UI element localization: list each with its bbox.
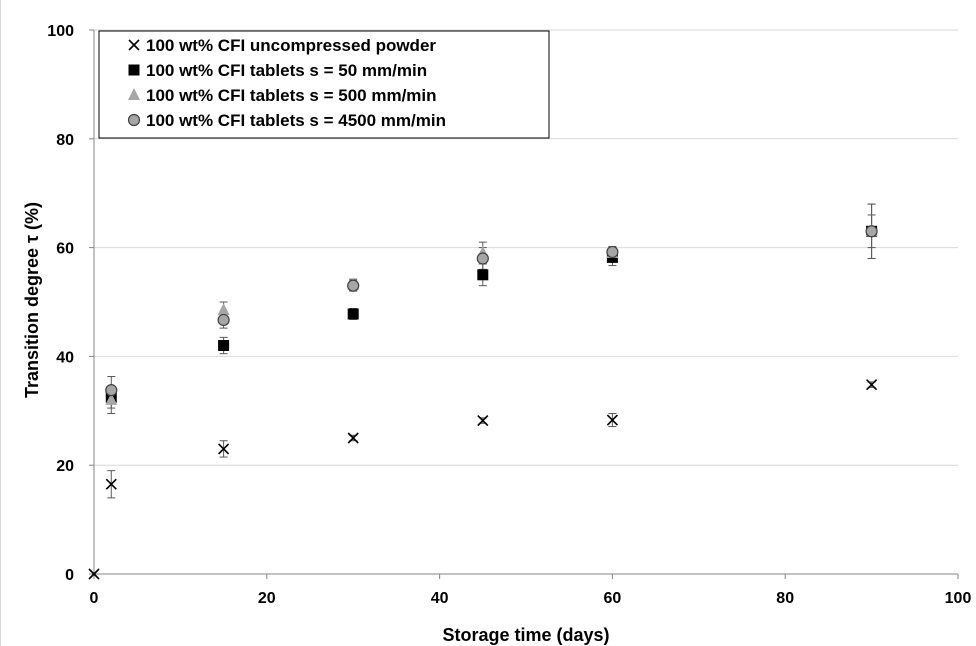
y-tick-label: 40 bbox=[56, 349, 74, 366]
x-tick-label: 40 bbox=[431, 590, 449, 607]
legend-circle-marker bbox=[127, 113, 141, 127]
legend-label: 100 wt% CFI tablets s = 4500 mm/min bbox=[146, 111, 446, 130]
x-marker bbox=[477, 415, 489, 427]
x-marker bbox=[606, 414, 618, 426]
axes: 0 20 40 60 80 100 0 20 40 60 80 100 bbox=[47, 23, 971, 607]
y-tick-label: 20 bbox=[56, 458, 74, 475]
triangle-marker bbox=[105, 392, 118, 405]
y-axis-title: Transition degree τ (%) bbox=[22, 202, 42, 398]
circle-marker bbox=[865, 225, 878, 238]
y-tick-label: 100 bbox=[47, 23, 74, 40]
x-axis-title: Storage time (days) bbox=[442, 625, 609, 645]
x-tick-label: 100 bbox=[945, 590, 972, 607]
square-marker bbox=[218, 340, 230, 352]
series-1-points bbox=[88, 379, 878, 580]
x-marker bbox=[88, 568, 100, 580]
legend-x-marker bbox=[128, 39, 140, 51]
legend: 100 wt% CFI uncompressed powder 100 wt% C… bbox=[98, 30, 550, 139]
square-marker bbox=[347, 308, 359, 320]
square-marker bbox=[477, 269, 489, 281]
x-tick-label: 20 bbox=[258, 590, 276, 607]
y-tick-label: 0 bbox=[65, 567, 74, 584]
gridlines bbox=[94, 29, 958, 466]
data-series bbox=[88, 203, 878, 580]
x-marker bbox=[347, 432, 359, 444]
legend-label: 100 wt% CFI uncompressed powder bbox=[146, 36, 436, 55]
x-marker bbox=[218, 443, 230, 455]
circle-marker bbox=[105, 384, 118, 397]
legend-item: 100 wt% CFI tablets s = 50 mm/min bbox=[128, 61, 427, 80]
legend-item: 100 wt% CFI tablets s = 500 mm/min bbox=[128, 86, 437, 105]
legend-label: 100 wt% CFI tablets s = 500 mm/min bbox=[146, 86, 437, 105]
series-4-points bbox=[105, 225, 878, 397]
y-tick-label: 80 bbox=[56, 132, 74, 149]
x-tick-label: 60 bbox=[604, 590, 622, 607]
circle-marker bbox=[476, 252, 489, 265]
circle-marker bbox=[606, 245, 619, 259]
legend-label: 100 wt% CFI tablets s = 50 mm/min bbox=[146, 61, 427, 80]
legend-triangle-marker bbox=[128, 88, 140, 100]
circle-marker bbox=[217, 313, 230, 327]
legend-item: 100 wt% CFI tablets s = 4500 mm/min bbox=[127, 111, 446, 130]
series-1 bbox=[107, 381, 876, 499]
x-marker bbox=[105, 478, 117, 490]
circle-marker bbox=[347, 279, 360, 292]
series-4 bbox=[107, 203, 876, 405]
triangle-marker bbox=[217, 303, 230, 316]
legend-item: 100 wt% CFI uncompressed powder bbox=[128, 36, 436, 55]
x-tick-label: 0 bbox=[90, 590, 99, 607]
x-tick-label: 80 bbox=[776, 590, 794, 607]
legend-square-marker bbox=[128, 64, 140, 76]
x-marker bbox=[866, 379, 878, 391]
legend-box bbox=[98, 30, 550, 139]
y-tick-label: 60 bbox=[56, 241, 74, 258]
